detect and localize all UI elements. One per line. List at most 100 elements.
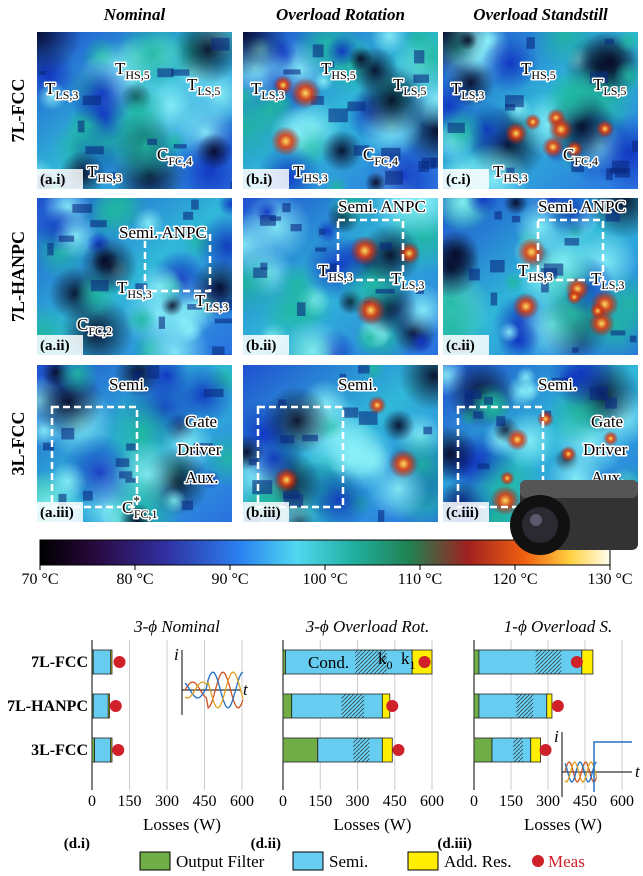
- image-annotation-main: T: [251, 79, 262, 98]
- hot-spot: [549, 117, 574, 142]
- component: [448, 123, 465, 133]
- component: [61, 428, 74, 440]
- image-annotation-main: Semi. ANPC: [119, 223, 207, 242]
- image-annotation-sup: *: [133, 493, 140, 508]
- component: [174, 144, 187, 148]
- panel-label: (c.ii): [446, 338, 475, 354]
- image-annotation-main: T: [117, 278, 128, 297]
- component: [183, 212, 193, 220]
- x-tick-label: 600: [420, 793, 444, 810]
- image-annotation-main: Semi.: [109, 375, 148, 394]
- panel-label: (a.iii): [40, 505, 74, 521]
- bar-segment: [474, 738, 492, 762]
- legend-marker: [532, 855, 544, 867]
- chart-title: 3-ϕ Nominal: [133, 617, 220, 636]
- panel-label: (d.i): [64, 836, 90, 852]
- image-annotation-main: T: [318, 261, 329, 280]
- image-annotation-sub: HS,3: [328, 270, 352, 284]
- hot-spot: [274, 467, 299, 492]
- x-axis-label: Losses (W): [524, 815, 602, 834]
- bar-segment: [479, 650, 582, 674]
- conduction-hatch: [536, 650, 562, 674]
- bar-segment: [318, 738, 383, 762]
- colorbar-tick-label: 90 °C: [211, 571, 248, 588]
- heat-blob: [382, 409, 414, 441]
- component: [116, 458, 129, 467]
- measurement: [392, 744, 404, 756]
- bar-segment: [283, 694, 292, 718]
- panel-label: (a.i): [40, 172, 65, 188]
- component: [477, 463, 489, 469]
- legend-label: Add. Res.: [444, 852, 512, 871]
- image-annotation-main: T: [518, 261, 529, 280]
- hot-spot: [506, 428, 529, 451]
- panel-label: (d.ii): [251, 836, 281, 852]
- bar-segment: [95, 738, 111, 762]
- component: [473, 411, 483, 418]
- component: [590, 387, 608, 401]
- heat-blob: [196, 133, 233, 170]
- row-header: 7L-FCC: [8, 79, 28, 143]
- panel-label: (c.i): [446, 172, 471, 188]
- image-annotation-main: T: [593, 75, 604, 94]
- legend-label: Meas: [548, 852, 585, 871]
- bar-segment: [474, 694, 479, 718]
- conduction-hatch: [342, 694, 365, 718]
- image-annotation-sub: HS,3: [303, 171, 327, 185]
- image-annotation: Gate: [185, 412, 217, 431]
- x-tick-label: 450: [573, 793, 597, 810]
- x-tick-label: 450: [193, 793, 217, 810]
- image-annotation: Semi. ANPC: [538, 197, 626, 216]
- x-tick-label: 150: [118, 793, 142, 810]
- x-tick-label: 450: [383, 793, 407, 810]
- colorbar-tick-label: 80 °C: [116, 571, 153, 588]
- hot-spot: [350, 236, 380, 266]
- bar-annotation-sub: 1: [410, 658, 416, 672]
- colorbar-tick-label: 70 °C: [21, 571, 58, 588]
- column-header: Overload Standstill: [473, 5, 608, 24]
- image-annotation-main: T: [451, 79, 462, 98]
- component: [126, 443, 137, 450]
- component: [347, 102, 365, 112]
- component: [632, 141, 642, 152]
- component: [90, 220, 107, 227]
- image-annotation-main: T: [521, 59, 532, 78]
- image-annotation-main: C: [122, 498, 133, 517]
- image-annotation-main: Gate: [591, 412, 623, 431]
- x-tick-label: 150: [308, 793, 332, 810]
- component: [378, 510, 384, 523]
- bar-segment: [93, 650, 111, 674]
- colorbar-tick-label: 100 °C: [302, 571, 347, 588]
- bar-segment: [531, 738, 541, 762]
- component: [283, 69, 300, 74]
- component: [526, 37, 534, 49]
- image-annotation-sub: HS,3: [97, 171, 121, 185]
- legend-swatch: [293, 852, 323, 870]
- component: [541, 283, 549, 293]
- hot-spot: [596, 120, 614, 138]
- measurement: [386, 700, 398, 712]
- component: [484, 397, 493, 405]
- figure: NominalOverload RotationOverload Standst…: [0, 0, 643, 876]
- image-annotation-main: Semi.: [538, 375, 577, 394]
- row-header: 7L-HANPC: [8, 231, 28, 322]
- image-annotation-main: T: [493, 162, 504, 181]
- x-tick-label: 0: [88, 793, 96, 810]
- column-header: Overload Rotation: [276, 5, 405, 24]
- bar-segment: [283, 738, 318, 762]
- image-annotation-main: Semi.: [338, 375, 377, 394]
- image-annotation-sub: HS,5: [531, 68, 555, 82]
- x-axis-label: Losses (W): [143, 815, 221, 834]
- inset-label: i: [174, 645, 179, 664]
- component: [147, 139, 157, 145]
- panel-label: (c.iii): [446, 505, 479, 521]
- image-annotation: Aux.: [185, 468, 219, 487]
- hot-spot: [271, 126, 301, 156]
- component: [512, 216, 520, 222]
- hot-spot: [368, 396, 387, 415]
- component: [319, 229, 325, 235]
- component: [464, 394, 473, 407]
- component: [572, 347, 579, 352]
- measurement: [110, 700, 122, 712]
- image-annotation-sub: LS,5: [403, 84, 426, 98]
